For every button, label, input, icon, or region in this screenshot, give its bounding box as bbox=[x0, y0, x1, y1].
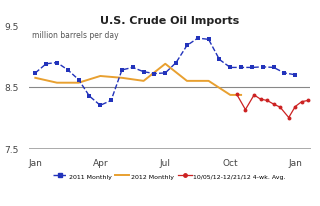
Line: 2012 Monthly: 2012 Monthly bbox=[35, 64, 241, 95]
2011 Monthly bbox=[153, 73, 156, 75]
2011 Monthly bbox=[142, 71, 146, 74]
10/05/12-12/21/12 4-wk. Avg. bbox=[287, 117, 291, 119]
2011 Monthly bbox=[163, 72, 167, 75]
Line: 2011 Monthly: 2011 Monthly bbox=[34, 37, 297, 107]
2011 Monthly bbox=[77, 79, 81, 82]
2011 Monthly bbox=[228, 67, 232, 69]
2011 Monthly bbox=[109, 100, 113, 102]
2011 Monthly bbox=[66, 69, 70, 72]
2011 Monthly bbox=[185, 45, 189, 47]
2011 Monthly bbox=[196, 38, 200, 40]
10/05/12-12/21/12 4-wk. Avg. bbox=[293, 106, 297, 108]
10/05/12-12/21/12 4-wk. Avg. bbox=[278, 106, 282, 109]
Text: million barrels per day: million barrels per day bbox=[32, 30, 118, 39]
2011 Monthly bbox=[174, 62, 178, 64]
2012 Monthly bbox=[77, 82, 81, 84]
10/05/12-12/21/12 4-wk. Avg. bbox=[306, 100, 310, 102]
2011 Monthly bbox=[44, 63, 48, 66]
2012 Monthly bbox=[98, 75, 102, 78]
2011 Monthly bbox=[293, 74, 297, 77]
2012 Monthly bbox=[239, 94, 243, 97]
10/05/12-12/21/12 4-wk. Avg. bbox=[235, 94, 239, 96]
2012 Monthly bbox=[120, 77, 124, 80]
2011 Monthly bbox=[272, 67, 276, 69]
2011 Monthly bbox=[33, 72, 37, 75]
10/05/12-12/21/12 4-wk. Avg. bbox=[259, 98, 262, 101]
10/05/12-12/21/12 4-wk. Avg. bbox=[300, 101, 304, 103]
10/05/12-12/21/12 4-wk. Avg. bbox=[265, 100, 269, 102]
2012 Monthly bbox=[207, 80, 211, 83]
2011 Monthly bbox=[55, 62, 59, 64]
2012 Monthly bbox=[228, 94, 232, 97]
2011 Monthly bbox=[98, 105, 102, 107]
2011 Monthly bbox=[88, 95, 92, 98]
10/05/12-12/21/12 4-wk. Avg. bbox=[252, 94, 256, 97]
2011 Monthly bbox=[250, 67, 254, 69]
10/05/12-12/21/12 4-wk. Avg. bbox=[272, 103, 276, 106]
Title: U.S. Crude Oil Imports: U.S. Crude Oil Imports bbox=[100, 16, 239, 26]
10/05/12-12/21/12 4-wk. Avg. bbox=[244, 109, 247, 111]
2011 Monthly bbox=[239, 67, 243, 69]
2012 Monthly bbox=[55, 82, 59, 84]
2012 Monthly bbox=[142, 80, 146, 83]
Line: 10/05/12-12/21/12 4-wk. Avg.: 10/05/12-12/21/12 4-wk. Avg. bbox=[235, 93, 310, 120]
Legend: 2011 Monthly, 2012 Monthly, 10/05/12-12/21/12 4-wk. Avg.: 2011 Monthly, 2012 Monthly, 10/05/12-12/… bbox=[53, 173, 286, 179]
2011 Monthly bbox=[120, 69, 124, 72]
2011 Monthly bbox=[207, 39, 211, 41]
2011 Monthly bbox=[283, 72, 286, 75]
2012 Monthly bbox=[33, 77, 37, 80]
2012 Monthly bbox=[163, 63, 167, 66]
2012 Monthly bbox=[185, 80, 189, 83]
2011 Monthly bbox=[131, 67, 135, 69]
2011 Monthly bbox=[261, 66, 265, 69]
2011 Monthly bbox=[218, 59, 221, 61]
